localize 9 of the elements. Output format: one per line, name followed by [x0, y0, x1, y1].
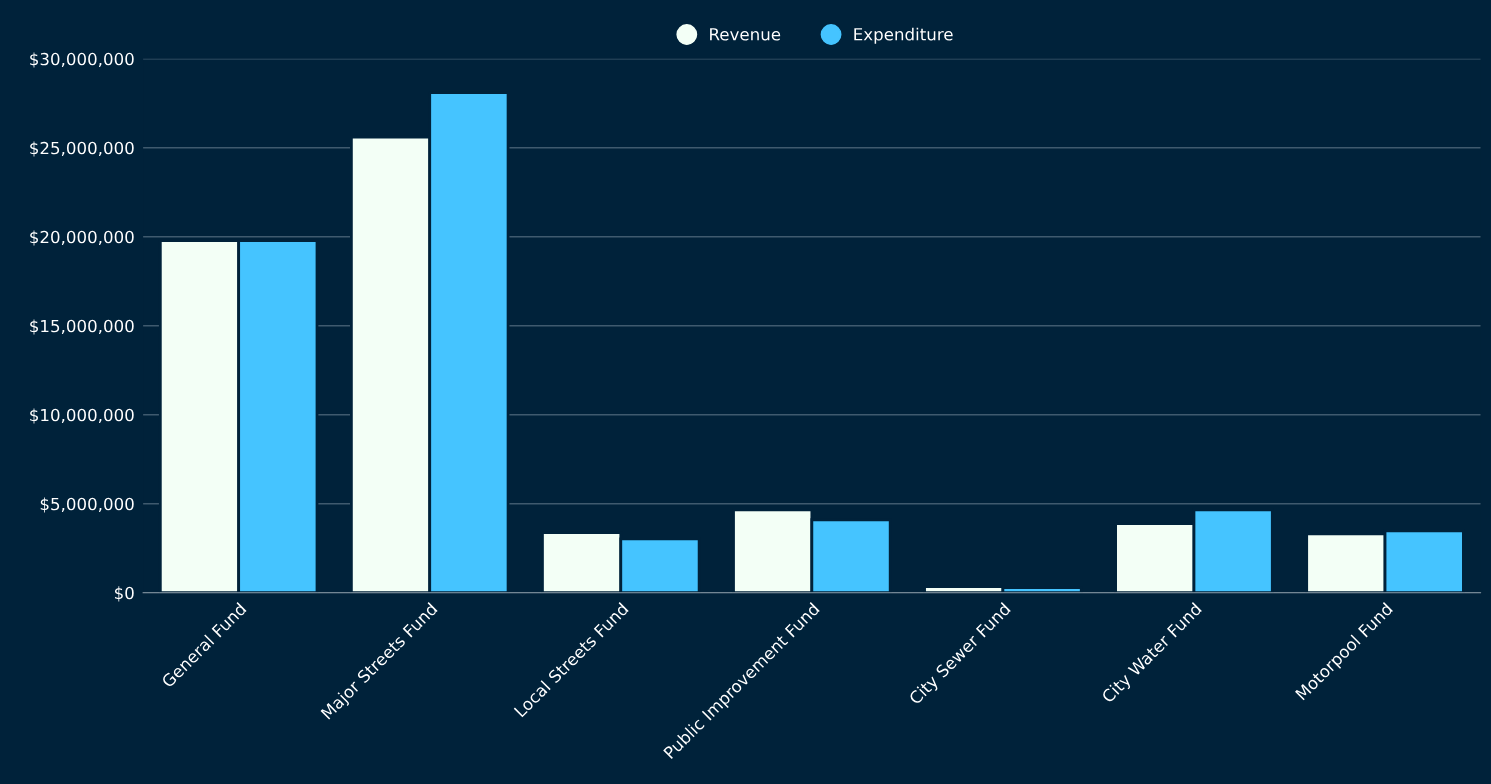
y-tick-label: $10,000,000: [30, 408, 134, 424]
legend-label: Revenue: [710, 28, 781, 41]
y-tick-label: $0: [114, 586, 134, 602]
legend-label: Expenditure: [854, 27, 953, 44]
y-tick-label: $30,000,000: [30, 52, 134, 68]
y-tick-label: $5,000,000: [40, 497, 134, 513]
y-tick-label: $15,000,000: [30, 319, 134, 335]
y-tick-label: $20,000,000: [30, 230, 134, 246]
y-tick-label: $25,000,000: [30, 141, 134, 157]
